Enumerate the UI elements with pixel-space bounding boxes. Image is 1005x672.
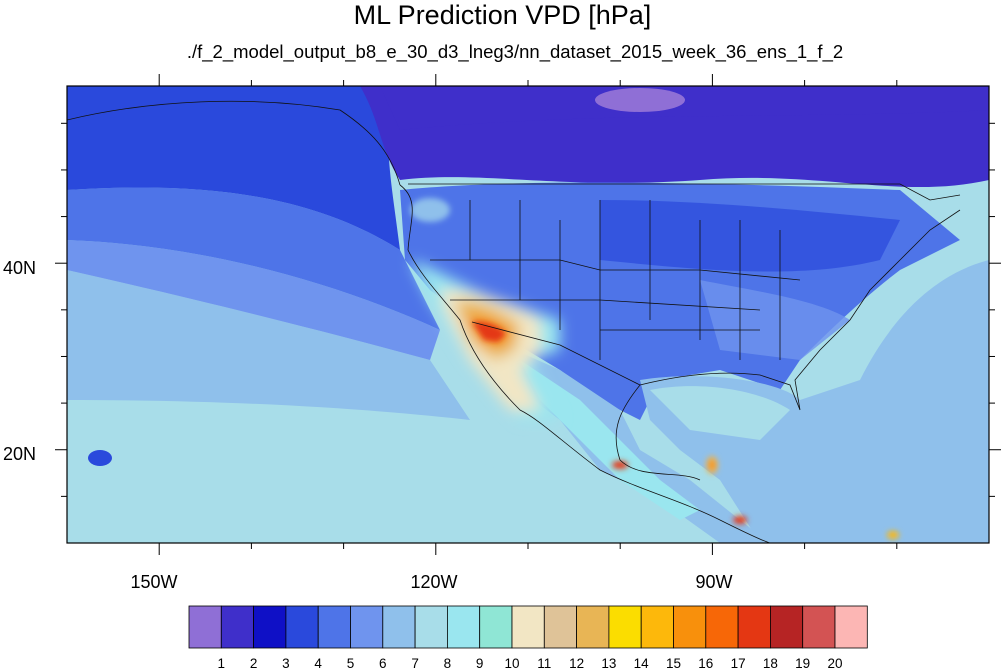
- colorbar-swatch: [188, 605, 222, 649]
- colorbar-label: 6: [379, 656, 387, 671]
- colorbar-swatch: [220, 605, 255, 649]
- colorbar-label: 13: [601, 656, 617, 671]
- colorbar-label: 15: [665, 656, 682, 671]
- colorbar-label: 4: [314, 656, 322, 671]
- colorbar-label: 7: [411, 656, 419, 671]
- colorbar-label: 2: [249, 656, 258, 671]
- map-title: ML Prediction VPD [hPa]: [353, 0, 652, 30]
- colorbar-label: 16: [698, 656, 714, 671]
- colorbar-label: 9: [475, 656, 484, 671]
- colorbar-swatch: [576, 605, 610, 649]
- colorbar-swatch: [317, 605, 351, 649]
- colorbar-swatch: [673, 605, 707, 649]
- colorbar-label: 12: [569, 656, 585, 671]
- colorbar-swatch: [350, 605, 384, 649]
- colorbar-swatch: [382, 605, 416, 649]
- colorbar-swatch: [640, 605, 674, 649]
- colorbar-label: 5: [346, 656, 355, 671]
- colorbar-label: 18: [762, 656, 778, 671]
- map-field: [67, 86, 989, 543]
- colorbar-label: 1: [217, 656, 226, 671]
- colorbar-label: 20: [827, 656, 843, 671]
- colorbar-swatch: [834, 605, 868, 649]
- colorbar-label: 8: [443, 656, 452, 671]
- lon-label-90w: 90W: [695, 572, 733, 592]
- colorbar-swatch: [705, 605, 739, 649]
- map-subtitle: ./f_2_model_output_b8_e_30_d3_lneg3/nn_d…: [186, 41, 844, 62]
- colorbar-label: 19: [795, 656, 811, 671]
- colorbar-swatch: [608, 605, 642, 649]
- lat-label-20n: 20N: [3, 444, 37, 464]
- colorbar-label: 10: [504, 656, 520, 671]
- colorbar-swatch: [543, 605, 577, 649]
- colorbar-swatch: [285, 605, 319, 649]
- colorbar-label: 14: [633, 656, 649, 671]
- colorbar-swatch: [479, 605, 513, 649]
- colorbar-label: 17: [730, 656, 746, 671]
- colorbar-label: 11: [537, 656, 552, 671]
- lon-label-150w: 150W: [130, 572, 178, 592]
- axis-ticks: [55, 74, 1001, 555]
- colorbar-swatch: [770, 605, 804, 649]
- colorbar: [188, 605, 868, 649]
- colorbar-swatch: [414, 605, 448, 649]
- colorbar-swatch: [511, 605, 545, 649]
- colorbar-swatch: [802, 605, 836, 649]
- colorbar-swatch: [253, 605, 287, 649]
- lat-label-40n: 40N: [3, 258, 37, 278]
- lon-label-120w: 120W: [410, 572, 458, 592]
- colorbar-swatch: [446, 605, 481, 649]
- colorbar-label: 3: [282, 656, 290, 671]
- colorbar-swatch: [737, 605, 771, 649]
